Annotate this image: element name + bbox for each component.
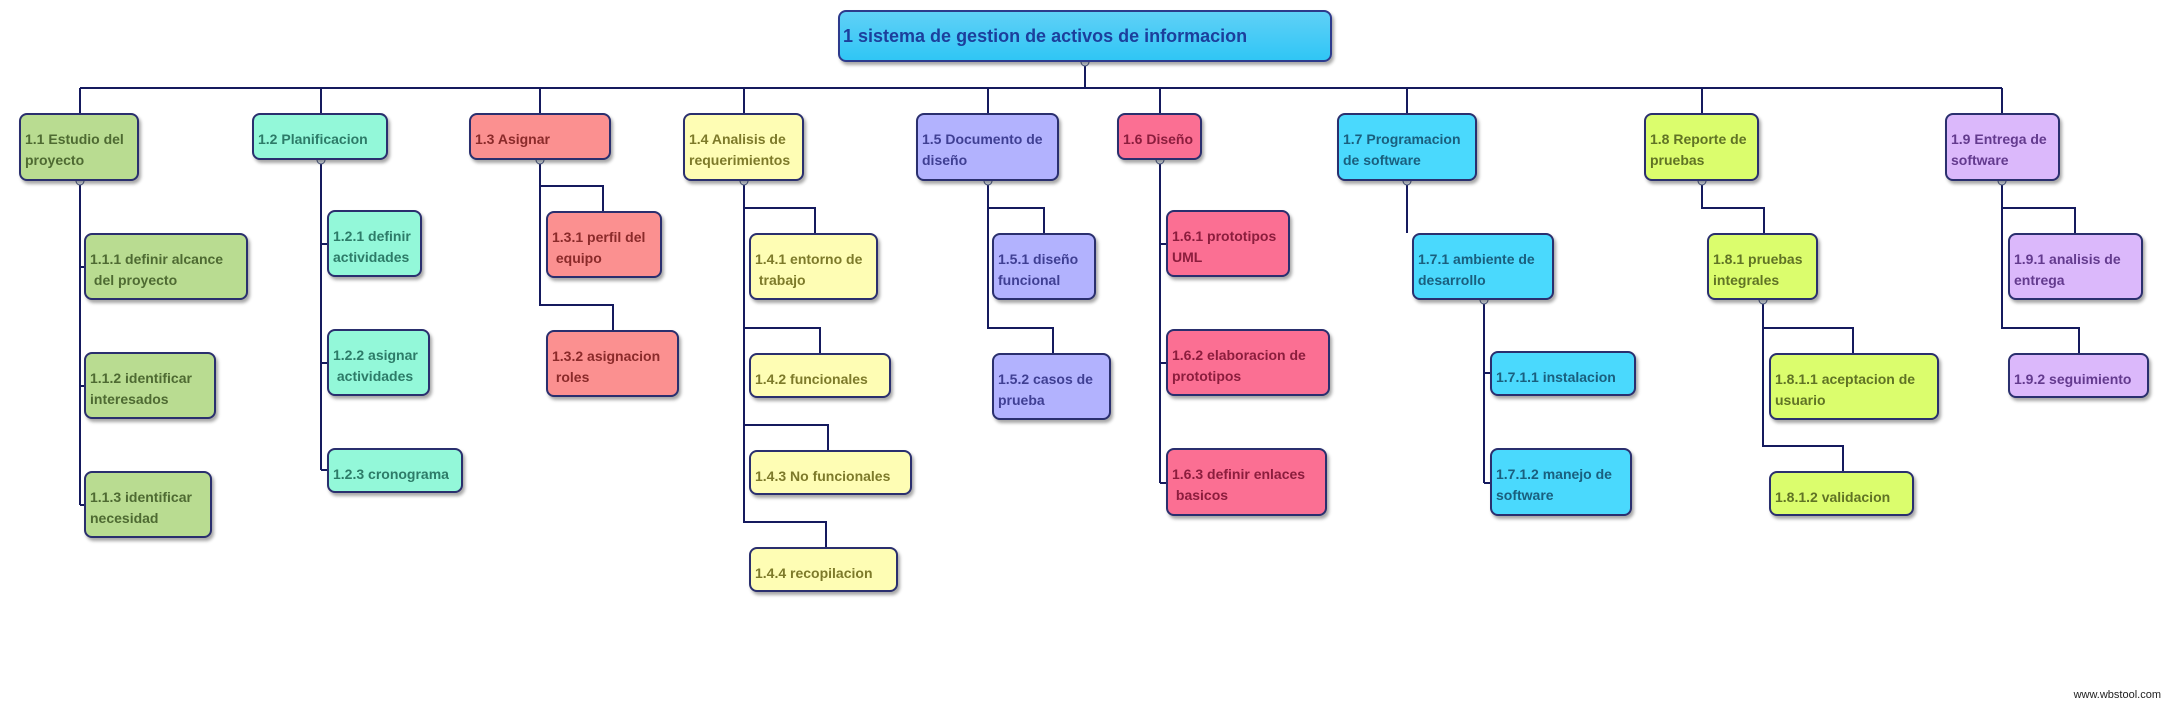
wbs-node-1-1-3[interactable]: 1.1.3 identificar necesidad (84, 471, 212, 538)
footer-credit: www.wbstool.com (2073, 689, 2161, 701)
wbs-node-1-3[interactable]: 1.3 Asignar (469, 113, 611, 160)
wbs-node-1-1-1[interactable]: 1.1.1 definir alcance del proyecto (84, 233, 248, 300)
wbs-node-1-8-1[interactable]: 1.8.1 pruebas integrales (1707, 233, 1818, 300)
wbs-node-1-1[interactable]: 1.1 Estudio del proyecto (19, 113, 139, 181)
wbs-node-1-5-2[interactable]: 1.5.2 casos de prueba (992, 353, 1111, 420)
wbs-node-1-9[interactable]: 1.9 Entrega de software (1945, 113, 2060, 181)
wbs-node-1-4[interactable]: 1.4 Analisis de requerimientos (683, 113, 804, 181)
wbs-node-1-7[interactable]: 1.7 Programacion de software (1337, 113, 1477, 181)
wbs-node-1-2-2[interactable]: 1.2.2 asignar actividades (327, 329, 430, 396)
wbs-node-1-9-2[interactable]: 1.9.2 seguimiento (2008, 353, 2149, 398)
wbs-node-1-2[interactable]: 1.2 Planificacion (252, 113, 388, 160)
wbs-node-1-8-1-2[interactable]: 1.8.1.2 validacion (1769, 471, 1914, 516)
wbs-node-1-5[interactable]: 1.5 Documento de diseño (916, 113, 1059, 181)
wbs-node-1-4-3[interactable]: 1.4.3 No funcionales (749, 450, 912, 495)
wbs-node-1-8-1-1[interactable]: 1.8.1.1 aceptacion de usuario (1769, 353, 1939, 420)
wbs-node-1-9-1[interactable]: 1.9.1 analisis de entrega (2008, 233, 2143, 300)
wbs-node-1-7-1-1[interactable]: 1.7.1.1 instalacion (1490, 351, 1636, 396)
wbs-node-1-7-1-2[interactable]: 1.7.1.2 manejo de software (1490, 448, 1632, 516)
wbs-root-node[interactable]: 1 sistema de gestion de activos de infor… (838, 10, 1332, 62)
wbs-node-1-4-4[interactable]: 1.4.4 recopilacion (749, 547, 898, 592)
wbs-node-1-4-1[interactable]: 1.4.1 entorno de trabajo (749, 233, 878, 300)
wbs-node-1-6-2[interactable]: 1.6.2 elaboracion de prototipos (1166, 329, 1330, 396)
wbs-node-1-4-2[interactable]: 1.4.2 funcionales (749, 353, 891, 398)
wbs-node-1-3-1[interactable]: 1.3.1 perfil del equipo (546, 211, 662, 278)
wbs-node-1-8[interactable]: 1.8 Reporte de pruebas (1644, 113, 1759, 181)
wbs-node-1-6-3[interactable]: 1.6.3 definir enlaces basicos (1166, 448, 1327, 516)
wbs-node-1-3-2[interactable]: 1.3.2 asignacion roles (546, 330, 679, 397)
wbs-node-1-6-1[interactable]: 1.6.1 prototipos UML (1166, 210, 1290, 277)
wbs-node-1-2-1[interactable]: 1.2.1 definir actividades (327, 210, 422, 277)
wbs-node-1-5-1[interactable]: 1.5.1 diseño funcional (992, 233, 1096, 300)
wbs-node-1-1-2[interactable]: 1.1.2 identificar interesados (84, 352, 216, 419)
wbs-node-1-6[interactable]: 1.6 Diseño (1117, 113, 1202, 160)
wbs-node-1-2-3[interactable]: 1.2.3 cronograma (327, 448, 463, 493)
wbs-node-1-7-1[interactable]: 1.7.1 ambiente de desarrollo (1412, 233, 1554, 300)
